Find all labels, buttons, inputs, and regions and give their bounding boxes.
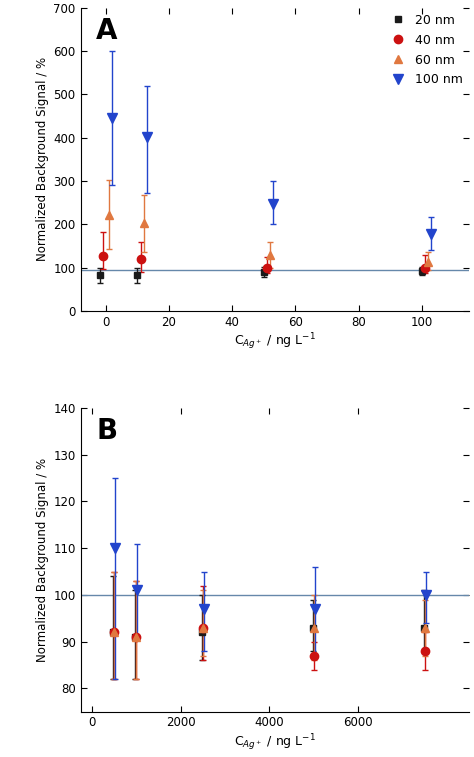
Y-axis label: Normalized Background Signal / %: Normalized Background Signal / % <box>36 58 49 261</box>
Y-axis label: Normalized Background Signal / %: Normalized Background Signal / % <box>36 458 49 662</box>
Text: B: B <box>96 417 117 445</box>
X-axis label: C$_{Ag^+}$ / ng L$^{-1}$: C$_{Ag^+}$ / ng L$^{-1}$ <box>234 332 316 352</box>
Legend: 20 nm, 40 nm, 60 nm, 100 nm: 20 nm, 40 nm, 60 nm, 100 nm <box>380 9 468 92</box>
Text: A: A <box>96 17 118 45</box>
X-axis label: C$_{Ag^+}$ / ng L$^{-1}$: C$_{Ag^+}$ / ng L$^{-1}$ <box>234 732 316 752</box>
